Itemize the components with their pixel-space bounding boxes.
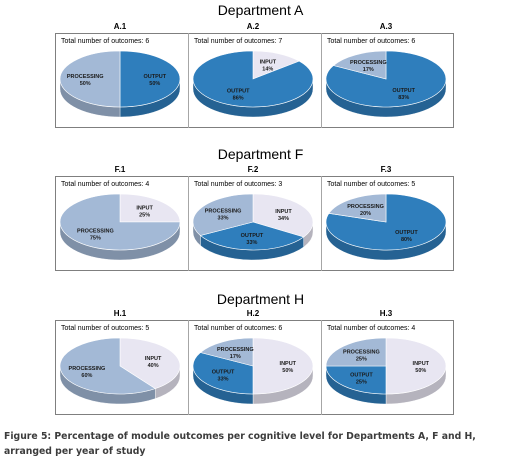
department-f-title: Department F xyxy=(217,146,304,162)
panel-divider xyxy=(321,33,322,128)
slice-value: 80% xyxy=(401,237,412,243)
pie-slice-processing xyxy=(59,337,156,395)
panel-divider xyxy=(321,320,322,415)
pie-slice-processing xyxy=(328,193,387,223)
pie-slice-output xyxy=(192,352,254,395)
total-outcomes-label: Total number of outcomes: 5 xyxy=(327,181,416,188)
slice-value: 33% xyxy=(218,376,229,382)
slice-label: PROCESSING xyxy=(69,366,106,372)
pie-slice-output xyxy=(325,193,447,251)
pie-slice-processing xyxy=(325,337,387,367)
slice-label: INPUT xyxy=(413,361,430,367)
pie-slice-output xyxy=(192,50,314,108)
pie-slice-processing xyxy=(332,50,387,80)
slice-value: 75% xyxy=(90,235,101,241)
slice-label: OUTPUT xyxy=(241,233,264,239)
slice-value: 50% xyxy=(149,81,160,87)
pie-slice-input xyxy=(385,337,447,395)
total-outcomes-label: Total number of outcomes: 5 xyxy=(61,325,150,332)
slice-value: 33% xyxy=(246,240,257,246)
slice-value: 50% xyxy=(80,81,91,87)
department-a-title: Department A xyxy=(217,2,304,18)
total-outcomes-label: Total number of outcomes: 6 xyxy=(194,325,283,332)
panel-divider xyxy=(188,33,189,128)
slice-value: 50% xyxy=(282,368,293,374)
pie-slice-processing xyxy=(59,50,121,108)
slice-label: INPUT xyxy=(136,206,153,212)
slice-label: PROCESSING xyxy=(67,74,104,80)
slice-value: 25% xyxy=(356,357,367,363)
department-h-title: Department H xyxy=(216,291,305,307)
chart-title: F.1 xyxy=(114,165,126,174)
total-outcomes-label: Total number of outcomes: 4 xyxy=(327,325,416,332)
slice-label: INPUT xyxy=(275,209,292,215)
slice-value: 17% xyxy=(230,354,241,360)
slice-label: PROCESSING xyxy=(350,60,387,66)
slice-value: 83% xyxy=(398,95,409,101)
pie-slice-output xyxy=(325,365,387,395)
pie-slice-output xyxy=(119,50,181,108)
figure-caption: Figure 5: Percentage of module outcomes … xyxy=(4,431,476,457)
slice-label: OUTPUT xyxy=(395,230,418,236)
pie-slice-input xyxy=(252,50,300,80)
chart-title: H.3 xyxy=(379,309,393,318)
chart-title: H.2 xyxy=(246,309,260,318)
chart-title: F.3 xyxy=(380,165,392,174)
slice-label: OUTPUT xyxy=(350,372,373,378)
total-outcomes-label: Total number of outcomes: 7 xyxy=(194,38,283,45)
slice-value: 50% xyxy=(415,368,426,374)
chart-title: F.2 xyxy=(247,165,259,174)
slice-label: INPUT xyxy=(260,59,277,65)
panel-divider xyxy=(188,320,189,415)
slice-label: OUTPUT xyxy=(392,88,415,94)
total-outcomes-label: Total number of outcomes: 6 xyxy=(327,38,416,45)
slice-label: INPUT xyxy=(145,356,162,362)
total-outcomes-label: Total number of outcomes: 6 xyxy=(61,38,150,45)
slice-value: 20% xyxy=(360,211,371,217)
slice-value: 25% xyxy=(356,379,367,385)
pie-slice-input xyxy=(119,337,181,389)
slice-label: PROCESSING xyxy=(343,350,380,356)
panel-divider xyxy=(321,176,322,271)
pie-slice-input xyxy=(252,337,314,395)
chart-title: A.2 xyxy=(246,22,260,31)
panel-divider xyxy=(188,176,189,271)
slice-label: PROCESSING xyxy=(205,209,242,215)
chart-title: H.1 xyxy=(113,309,127,318)
slice-value: 40% xyxy=(148,363,159,369)
pie-slice-input xyxy=(119,193,181,223)
slice-label: OUTPUT xyxy=(143,74,166,80)
slice-label: PROCESSING xyxy=(77,228,114,234)
slice-value: 17% xyxy=(363,67,374,73)
slice-label: PROCESSING xyxy=(347,204,384,210)
pie-slice-processing xyxy=(59,193,181,251)
slice-label: OUTPUT xyxy=(212,369,235,375)
total-outcomes-label: Total number of outcomes: 3 xyxy=(194,181,283,188)
pie-slice-processing xyxy=(199,337,254,367)
slice-value: 86% xyxy=(233,96,244,102)
slice-value: 14% xyxy=(262,66,273,72)
slice-label: INPUT xyxy=(280,361,297,367)
total-outcomes-label: Total number of outcomes: 4 xyxy=(61,181,150,188)
pie-slice-processing xyxy=(192,193,254,236)
slice-value: 34% xyxy=(278,216,289,222)
slice-value: 33% xyxy=(218,216,229,222)
chart-title: A.3 xyxy=(379,22,393,31)
slice-value: 25% xyxy=(139,213,150,219)
slice-label: PROCESSING xyxy=(217,347,254,353)
chart-title: A.1 xyxy=(113,22,127,31)
slice-value: 60% xyxy=(81,373,92,379)
slice-label: OUTPUT xyxy=(227,89,250,95)
